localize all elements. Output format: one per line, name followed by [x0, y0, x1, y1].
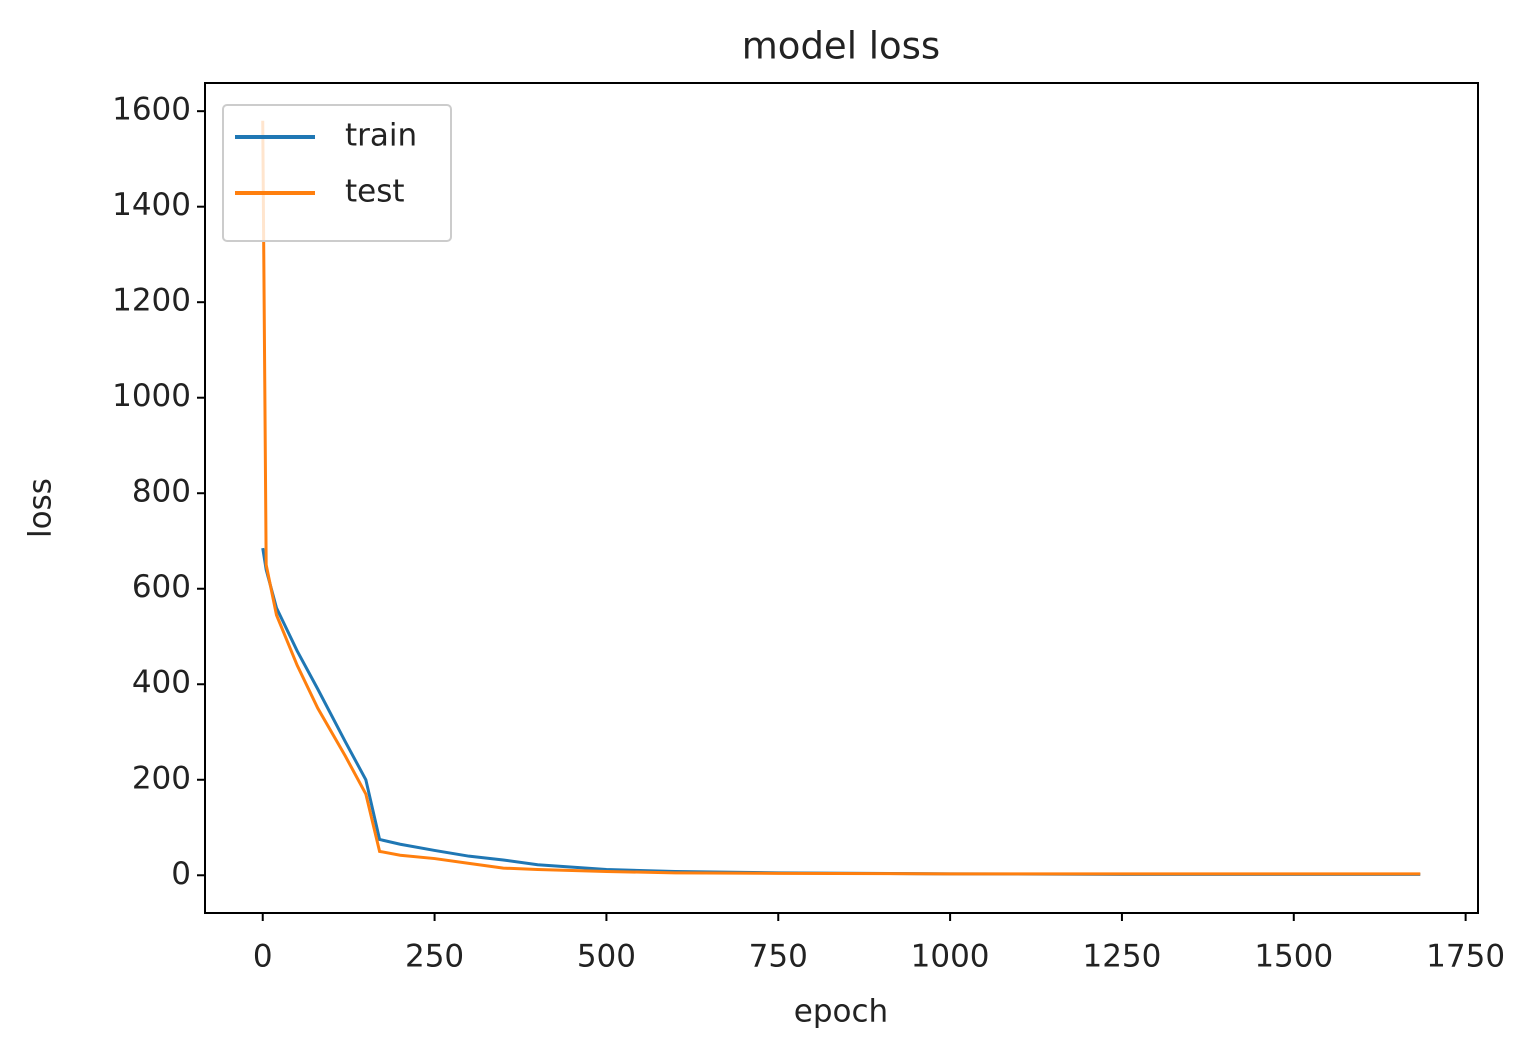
legend-label: test — [345, 174, 405, 210]
legend-label: train — [345, 118, 417, 154]
x-tick-label: 750 — [749, 939, 808, 975]
x-tick-label: 1000 — [911, 939, 990, 975]
y-tick-label: 600 — [132, 569, 191, 605]
x-tick-label: 500 — [577, 939, 636, 975]
x-axis-label: epoch — [794, 994, 888, 1030]
y-tick-label: 0 — [171, 856, 191, 892]
y-tick-label: 400 — [132, 665, 191, 701]
y-tick-label: 1400 — [112, 187, 191, 223]
y-axis-label: loss — [23, 478, 59, 538]
chart-title: model loss — [742, 25, 940, 68]
x-tick-label: 250 — [405, 939, 464, 975]
x-tick-label: 0 — [253, 939, 273, 975]
x-tick-label: 1250 — [1082, 939, 1161, 975]
y-tick-label: 200 — [132, 760, 191, 796]
series-line — [261, 120, 1421, 876]
x-tick-label: 1500 — [1254, 939, 1333, 975]
series-line — [261, 547, 1421, 876]
y-tick-label: 1200 — [112, 283, 191, 319]
x-tick-label: 1750 — [1426, 939, 1505, 975]
plot-frame — [204, 82, 1479, 914]
y-tick-label: 1600 — [112, 92, 191, 128]
y-tick-label: 1000 — [112, 378, 191, 414]
y-tick-label: 800 — [132, 474, 191, 510]
